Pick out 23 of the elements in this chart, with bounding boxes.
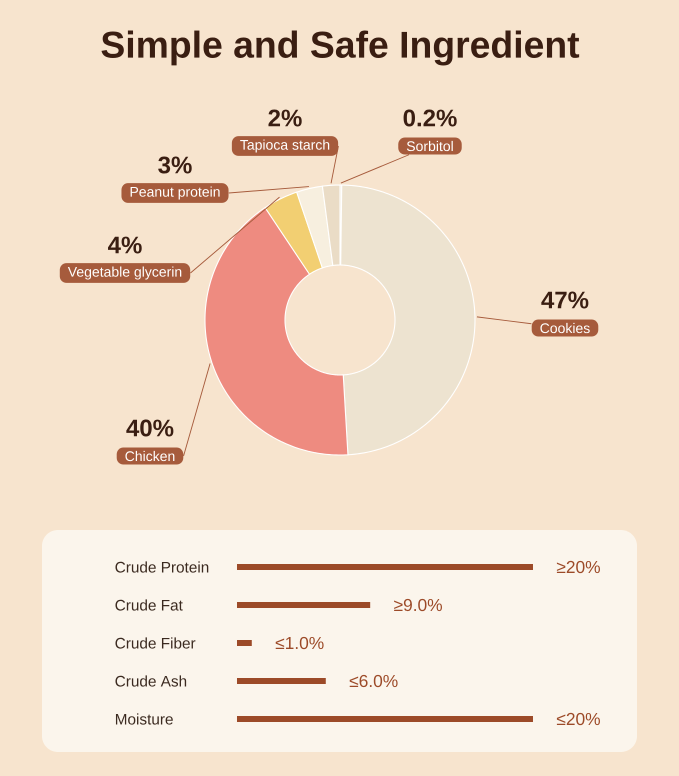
- y-tick-label: Crude Protein: [115, 561, 208, 573]
- data-label: 3%: [158, 156, 192, 174]
- slice-label: Vegetable glycerin: [68, 266, 182, 280]
- data-label: ≤1.0%: [276, 636, 324, 650]
- y-tick-label: Moisture: [116, 713, 173, 725]
- data-label: 47%: [541, 292, 588, 308]
- y-tick-label: Crude Fiber: [115, 637, 196, 649]
- data-label: 2%: [268, 110, 302, 126]
- data-label: ≥9.0%: [394, 598, 442, 612]
- slice-label: Chicken: [125, 450, 174, 462]
- data-label: 4%: [108, 236, 142, 254]
- slice-label: Cookies: [540, 322, 590, 334]
- data-label: 0.2%: [404, 110, 457, 127]
- slice-label: Peanut protein: [130, 186, 220, 200]
- slice-label: Sorbitol: [406, 140, 453, 152]
- data-label: 40%: [126, 420, 174, 437]
- slice-label: Tapioca starch: [240, 139, 330, 153]
- chart-title: Simple and Safe Ingredient: [101, 30, 580, 66]
- y-tick-label: Crude Fat: [115, 599, 183, 611]
- data-label: ≤6.0%: [350, 674, 398, 688]
- data-label: ≤20%: [556, 712, 600, 726]
- data-label: ≥20%: [556, 560, 600, 574]
- y-tick-label: Crude Ash: [115, 675, 186, 687]
